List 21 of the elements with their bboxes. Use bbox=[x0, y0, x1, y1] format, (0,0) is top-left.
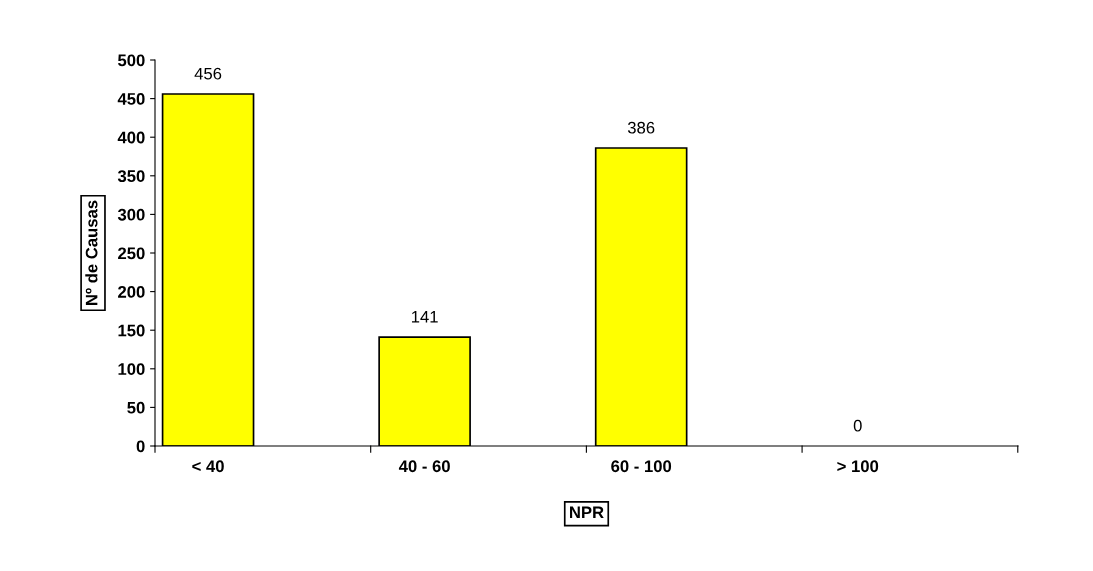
y-tick-label: 300 bbox=[117, 208, 145, 221]
data-label: 141 bbox=[411, 311, 438, 323]
x-tick-label: > 100 bbox=[837, 460, 879, 473]
data-label: 456 bbox=[194, 67, 222, 80]
y-tick-label: 100 bbox=[118, 363, 145, 375]
y-tick-label: 250 bbox=[118, 247, 145, 260]
data-label: 0 bbox=[853, 419, 862, 432]
x-axis-title: NPR bbox=[570, 506, 604, 519]
y-tick-label: 450 bbox=[117, 93, 145, 105]
y-tick-label: 200 bbox=[118, 286, 145, 298]
x-tick-label: < 40 bbox=[192, 460, 224, 473]
y-tick-label: 150 bbox=[118, 324, 145, 337]
x-tick-label: 40 - 60 bbox=[398, 460, 450, 473]
data-label: 386 bbox=[627, 121, 655, 134]
x-tick-label: 60 - 100 bbox=[611, 460, 672, 473]
y-tick-label: 350 bbox=[117, 170, 145, 183]
y-tick-label: 0 bbox=[136, 440, 145, 453]
y-tick-label: 500 bbox=[117, 54, 145, 67]
y-tick-label: 50 bbox=[127, 401, 145, 414]
y-axis-title: Nº de Causas bbox=[85, 200, 98, 305]
y-tick-label: 400 bbox=[117, 131, 145, 144]
